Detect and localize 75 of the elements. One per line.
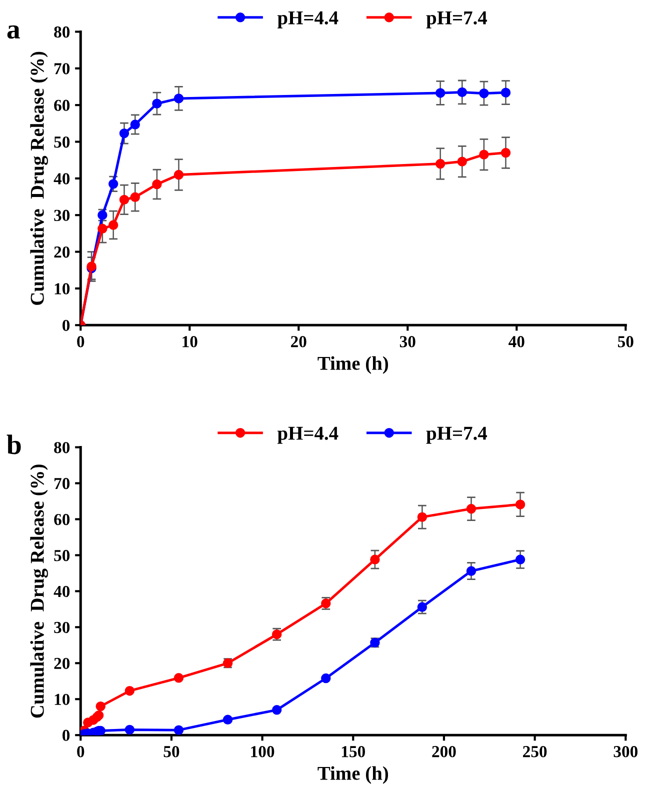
point	[515, 500, 526, 510]
point	[130, 120, 140, 130]
y-axis-title: Cumulative Drug Release (%)	[30, 464, 48, 718]
point	[130, 192, 140, 202]
x-tick-label: 0	[77, 746, 84, 758]
y-tick-label: 80	[54, 442, 70, 454]
x-tick-label: 300	[614, 746, 638, 758]
y-tick-label: 10	[54, 283, 70, 294]
point	[515, 554, 526, 564]
point	[119, 128, 130, 138]
legend-label: pH=4.4	[277, 11, 338, 28]
y-tick-label: 40	[54, 586, 70, 598]
y-tick-label: 60	[54, 514, 70, 526]
legend-label: pH=7.4	[426, 11, 488, 28]
point	[119, 194, 130, 205]
x-axis-title: Time (h)	[318, 766, 388, 784]
y-tick-label: 60	[54, 100, 70, 112]
point	[457, 87, 468, 98]
y-tick-label: 50	[54, 136, 70, 148]
point	[152, 179, 162, 190]
x-tick-label: 10	[182, 336, 198, 348]
point	[321, 673, 331, 684]
point	[500, 88, 511, 98]
y-tick-label: 80	[54, 26, 70, 38]
point	[124, 686, 135, 696]
point	[466, 566, 476, 576]
y-tick-label: 70	[54, 478, 70, 490]
x-tick-label: 50	[164, 746, 180, 758]
x-tick-label: 30	[400, 336, 416, 348]
y-tick-label: 0	[62, 320, 70, 332]
y-tick-label: 0	[62, 730, 70, 742]
point	[500, 148, 511, 158]
y-tick-label: 30	[54, 210, 70, 222]
point	[457, 156, 468, 166]
y-tick-label: 10	[54, 694, 70, 706]
x-tick-label: 40	[508, 336, 524, 348]
point	[466, 504, 476, 514]
x-axis-title: Time (h)	[318, 356, 388, 374]
legend-label: pH=4.4	[277, 426, 338, 444]
point	[479, 88, 489, 98]
legend-label: pH=7.4	[426, 426, 488, 444]
point	[108, 220, 118, 230]
point	[417, 512, 428, 522]
x-tick-label: 250	[523, 746, 547, 758]
point	[370, 554, 380, 564]
point	[174, 170, 184, 180]
point	[174, 673, 184, 683]
x-tick-label: 150	[342, 746, 365, 758]
x-tick-label: 0	[77, 336, 84, 348]
x-tick-label: 20	[291, 336, 306, 348]
point	[174, 725, 184, 735]
point	[96, 701, 106, 712]
point	[417, 602, 428, 612]
point	[98, 224, 108, 234]
x-tick-label: 50	[618, 336, 634, 348]
point	[152, 98, 162, 108]
point	[222, 714, 233, 724]
y-tick-label: 20	[54, 658, 70, 670]
point	[124, 724, 135, 735]
point	[108, 179, 118, 189]
point	[435, 158, 446, 169]
text: b	[6, 434, 21, 454]
y-tick-label: 70	[54, 63, 70, 74]
y-tick-label: 40	[54, 173, 70, 184]
text: a	[7, 25, 20, 39]
y-tick-label: 20	[54, 246, 70, 258]
point	[174, 94, 184, 104]
x-tick-label: 200	[432, 746, 456, 758]
y-tick-label: 50	[54, 550, 70, 562]
point	[435, 88, 446, 98]
point	[272, 705, 282, 715]
y-axis-title: Cumulative Drug Release (%)	[30, 52, 48, 305]
point	[479, 150, 489, 160]
x-tick-label: 100	[251, 746, 274, 758]
y-tick-label: 30	[54, 622, 70, 634]
